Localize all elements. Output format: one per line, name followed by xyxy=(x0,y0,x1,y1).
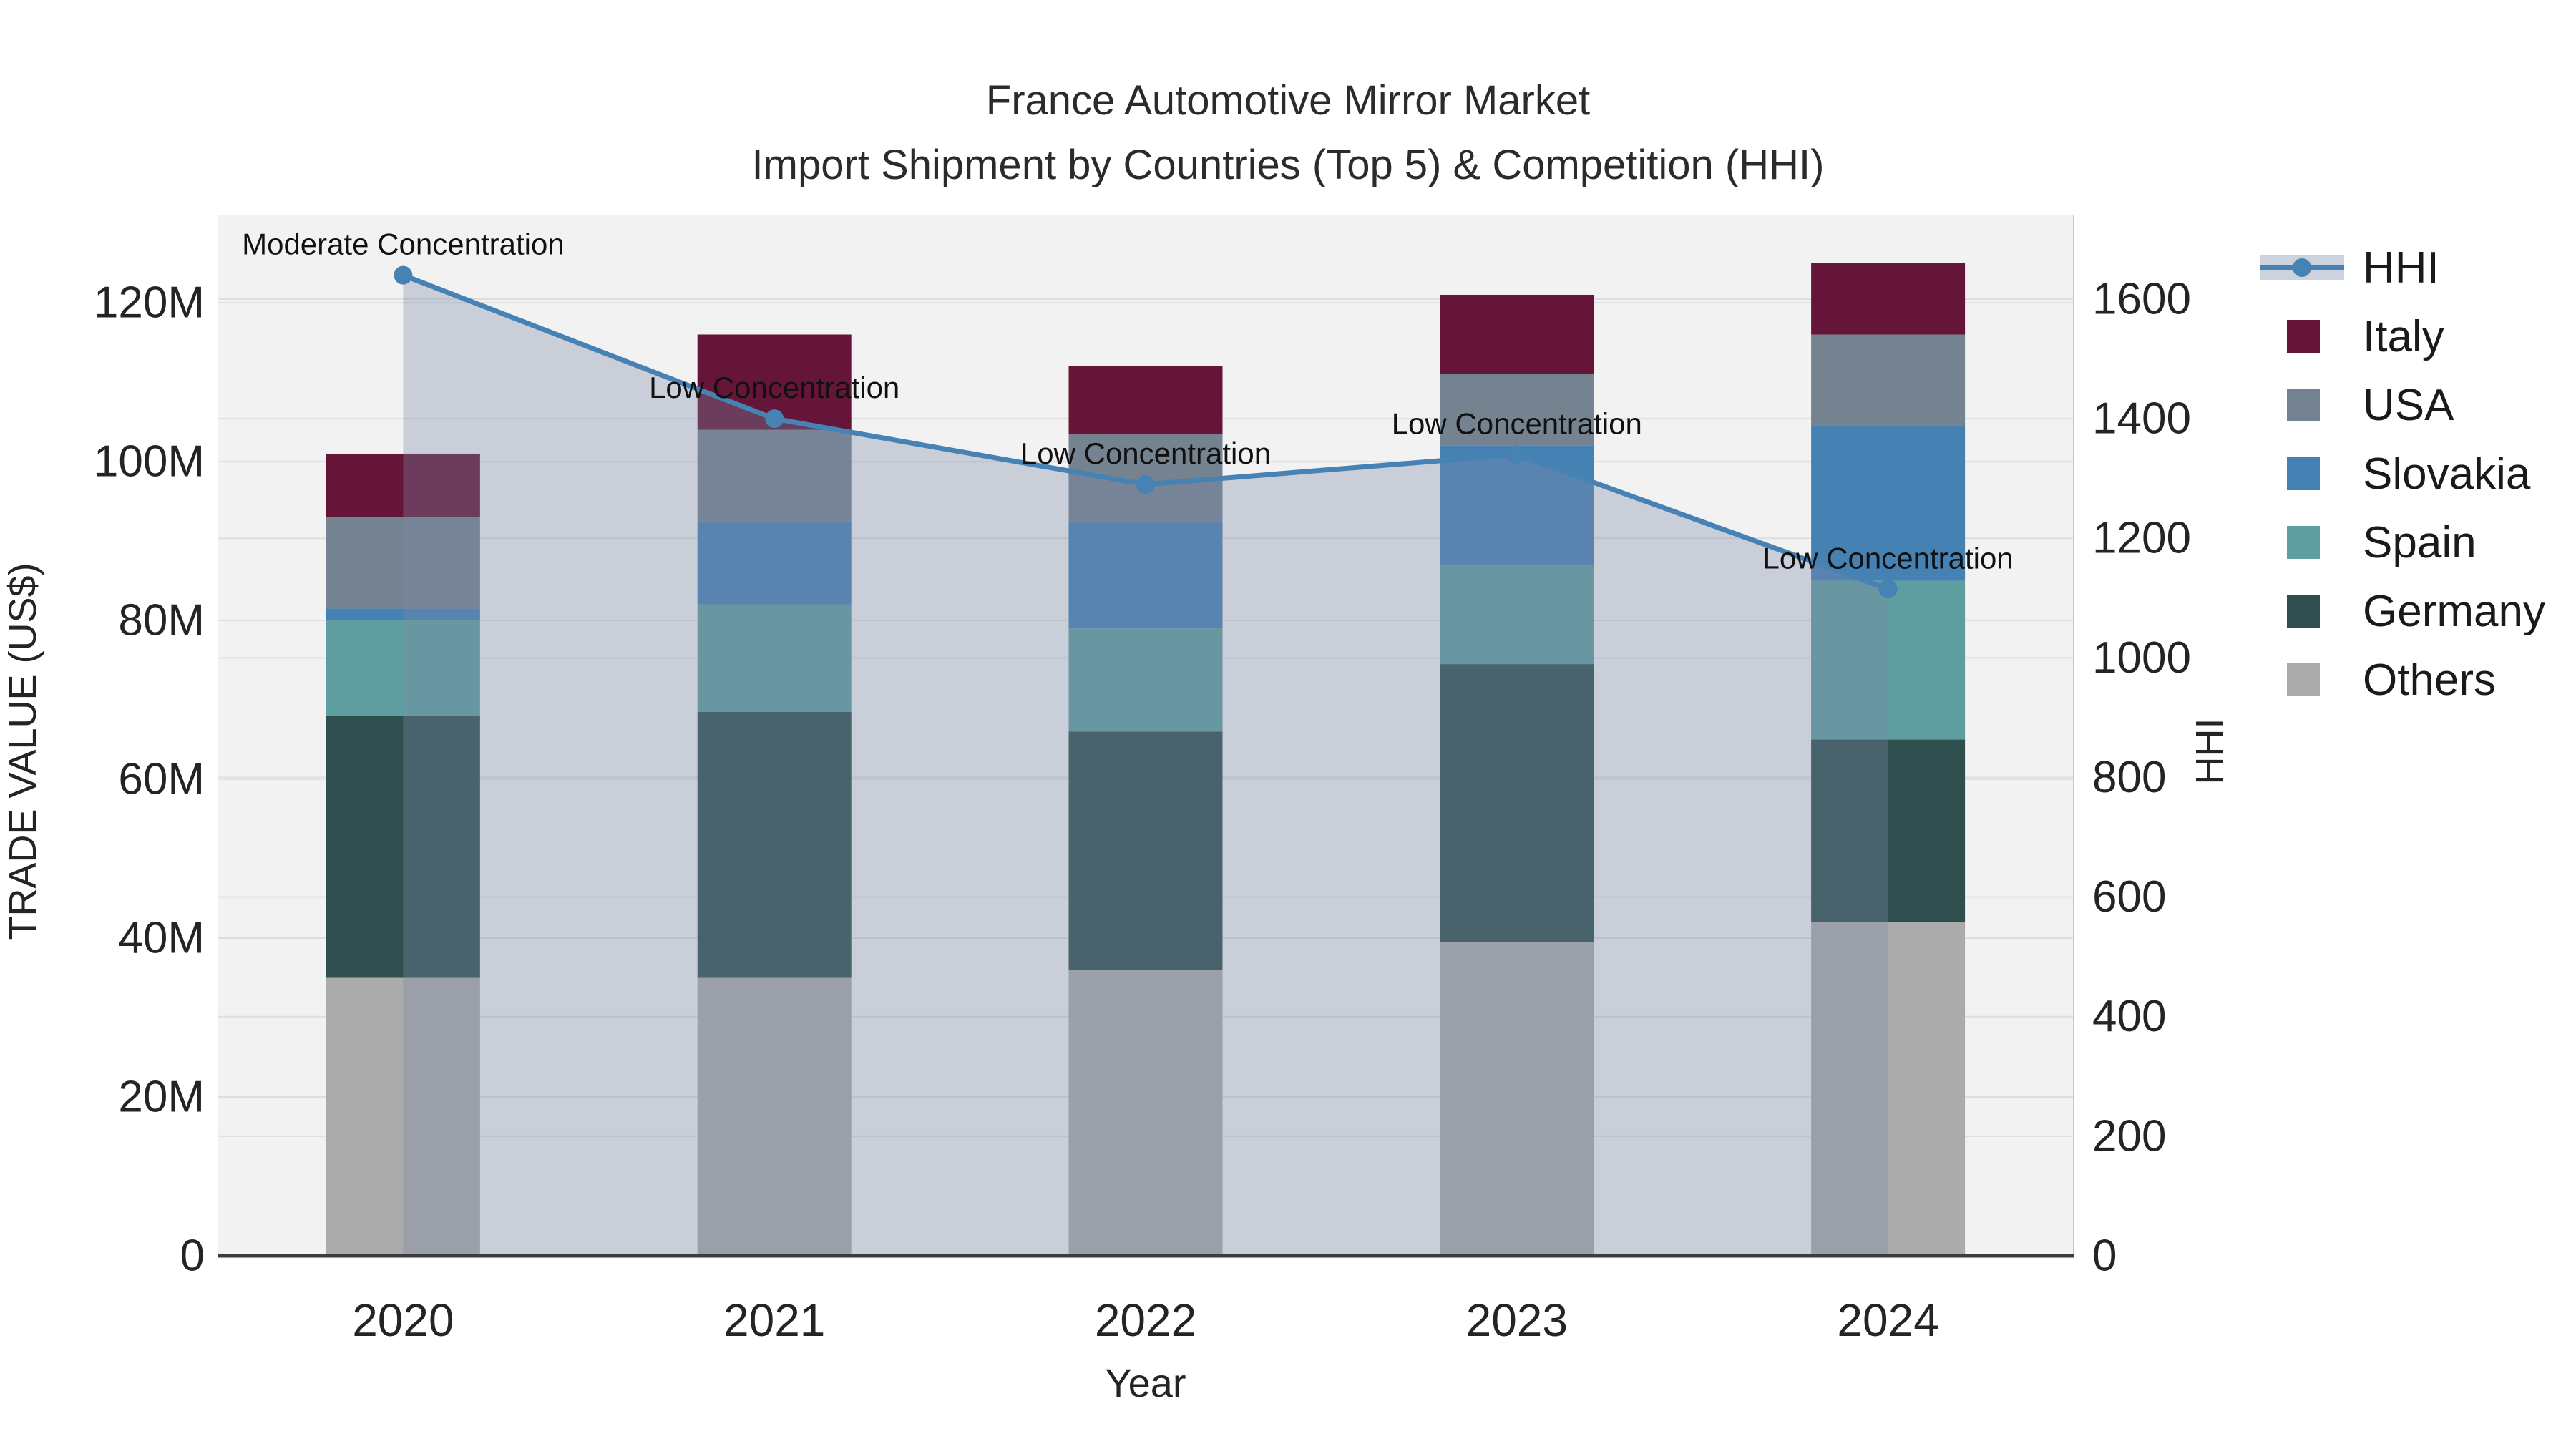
legend-color-swatch-icon xyxy=(2260,663,2354,696)
legend-label: Germany xyxy=(2363,586,2545,636)
legend-item-italy[interactable]: Italy xyxy=(2260,302,2545,371)
y-right-tick-label-1200: 1200 xyxy=(2092,514,2191,563)
bar-segment-spain-2021 xyxy=(697,604,852,712)
legend-item-slovakia[interactable]: Slovakia xyxy=(2260,439,2545,508)
bar-segment-usa-2024 xyxy=(1811,334,1966,426)
chart-title: France Automotive Mirror Market xyxy=(985,77,1591,124)
bar-segment-spain-2020 xyxy=(326,620,480,716)
legend-line-marker-icon xyxy=(2260,255,2354,280)
y-right-axis-title: HHI xyxy=(2188,718,2231,785)
y-left-axis-title: TRADE VALUE (US$) xyxy=(1,562,44,940)
bar-segment-others-2021 xyxy=(697,977,852,1256)
hhi-marker-2022 xyxy=(1136,475,1155,494)
chart-subtitle: Import Shipment by Countries (Top 5) & C… xyxy=(751,142,1825,188)
annotation-2023: Low Concentration xyxy=(1392,406,1642,440)
y-right-tick-label-200: 200 xyxy=(2092,1111,2166,1161)
bar-segment-germany-2020 xyxy=(326,716,480,978)
bar-segment-others-2022 xyxy=(1068,970,1223,1256)
hhi-marker-2021 xyxy=(765,409,784,429)
bar-segment-slovakia-2021 xyxy=(697,521,852,605)
annotation-2020: Moderate Concentration xyxy=(242,228,565,261)
y-left-tick-label-120M: 120M xyxy=(94,278,205,328)
hhi-marker-2020 xyxy=(394,265,413,285)
legend-label: Slovakia xyxy=(2363,449,2531,499)
annotation-2021: Low Concentration xyxy=(649,371,899,404)
legend-item-germany[interactable]: Germany xyxy=(2260,577,2545,645)
legend-label: USA xyxy=(2363,380,2454,430)
bar-segment-italy-2024 xyxy=(1811,263,1966,335)
bar-segment-germany-2024 xyxy=(1811,739,1966,922)
bar-segment-others-2020 xyxy=(326,977,480,1256)
bar-segment-germany-2023 xyxy=(1440,664,1594,942)
bar-segment-spain-2023 xyxy=(1440,565,1594,665)
bar-segment-slovakia-2022 xyxy=(1068,521,1223,629)
legend-color-swatch-icon xyxy=(2260,389,2354,421)
annotation-2024: Low Concentration xyxy=(1762,541,2013,575)
y-right-tick-label-0: 0 xyxy=(2092,1231,2117,1281)
hhi-area-fill xyxy=(403,275,1888,1256)
legend-label: Italy xyxy=(2363,311,2444,361)
bar-segment-germany-2021 xyxy=(697,711,852,978)
x-tick-label-2023: 2023 xyxy=(1466,1294,1568,1346)
y-right-tick-label-600: 600 xyxy=(2092,872,2166,922)
bar-segment-usa-2020 xyxy=(326,517,480,609)
y-left-tick-label-80M: 80M xyxy=(118,596,205,645)
x-tick-label-2024: 2024 xyxy=(1837,1294,1938,1346)
bar-segment-slovakia-2024 xyxy=(1811,426,1966,581)
bar-segment-italy-2022 xyxy=(1068,366,1223,434)
x-tick-label-2021: 2021 xyxy=(723,1294,825,1346)
legend-color-swatch-icon xyxy=(2260,320,2354,353)
bar-segment-slovakia-2023 xyxy=(1440,445,1594,565)
legend-label: Spain xyxy=(2363,517,2477,567)
y-left-tick-label-20M: 20M xyxy=(118,1073,205,1122)
legend-item-usa[interactable]: USA xyxy=(2260,371,2545,439)
hhi-marker-2023 xyxy=(1507,445,1526,464)
x-tick-label-2022: 2022 xyxy=(1095,1294,1196,1346)
bar-segment-germany-2022 xyxy=(1068,731,1223,970)
y-right-tick-label-800: 800 xyxy=(2092,753,2166,802)
legend-label: HHI xyxy=(2363,243,2439,293)
y-left-tick-label-100M: 100M xyxy=(94,437,205,487)
legend-color-swatch-icon xyxy=(2260,595,2354,628)
bar-segment-italy-2020 xyxy=(326,453,480,517)
x-axis-title: Year xyxy=(1105,1360,1186,1405)
y-right-tick-label-1000: 1000 xyxy=(2092,633,2191,683)
bar-segment-slovakia-2020 xyxy=(326,608,480,621)
hhi-marker-2024 xyxy=(1878,580,1898,599)
chart-title-block: France Automotive Mirror Market Import S… xyxy=(0,69,2576,197)
x-tick-label-2020: 2020 xyxy=(352,1294,454,1346)
y-right-tick-label-400: 400 xyxy=(2092,992,2166,1041)
legend-color-swatch-icon xyxy=(2260,457,2354,490)
y-left-tick-label-40M: 40M xyxy=(118,914,205,963)
bar-segment-others-2023 xyxy=(1440,942,1594,1256)
y-right-tick-label-1600: 1600 xyxy=(2092,274,2191,323)
legend-label: Others xyxy=(2363,655,2497,705)
y-right-tick-label-1400: 1400 xyxy=(2092,394,2191,444)
bar-segment-usa-2021 xyxy=(697,429,852,522)
bar-segment-spain-2024 xyxy=(1811,580,1966,740)
legend: HHI Italy USA Slovakia Spain Germany Others xyxy=(2260,233,2545,714)
annotation-2022: Low Concentration xyxy=(1020,436,1271,470)
bar-segment-usa-2023 xyxy=(1440,374,1594,446)
bar-segment-italy-2023 xyxy=(1440,294,1594,374)
legend-item-spain[interactable]: Spain xyxy=(2260,508,2545,577)
y-left-tick-label-0: 0 xyxy=(180,1231,205,1281)
legend-color-swatch-icon xyxy=(2260,526,2354,559)
legend-item-hhi[interactable]: HHI xyxy=(2260,233,2545,302)
bar-segment-others-2024 xyxy=(1811,922,1966,1256)
y-left-tick-label-60M: 60M xyxy=(118,755,205,804)
legend-item-others[interactable]: Others xyxy=(2260,645,2545,714)
bar-segment-spain-2022 xyxy=(1068,628,1223,732)
